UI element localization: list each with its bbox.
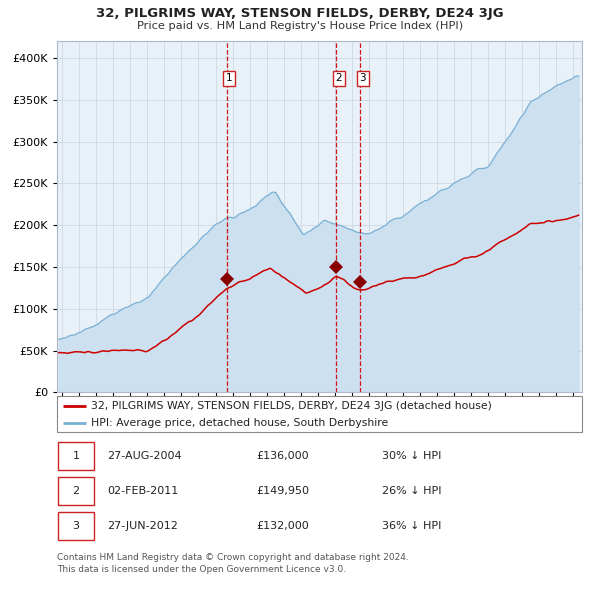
Text: Contains HM Land Registry data © Crown copyright and database right 2024.
This d: Contains HM Land Registry data © Crown c… bbox=[57, 553, 409, 574]
Text: HPI: Average price, detached house, South Derbyshire: HPI: Average price, detached house, Sout… bbox=[91, 418, 388, 428]
Text: £149,950: £149,950 bbox=[257, 486, 310, 496]
Text: 36% ↓ HPI: 36% ↓ HPI bbox=[383, 521, 442, 531]
Text: 1: 1 bbox=[73, 451, 79, 461]
Text: 26% ↓ HPI: 26% ↓ HPI bbox=[383, 486, 442, 496]
Text: 3: 3 bbox=[359, 73, 366, 83]
FancyBboxPatch shape bbox=[58, 442, 94, 470]
FancyBboxPatch shape bbox=[58, 512, 94, 540]
Text: Price paid vs. HM Land Registry's House Price Index (HPI): Price paid vs. HM Land Registry's House … bbox=[137, 21, 463, 31]
Text: 30% ↓ HPI: 30% ↓ HPI bbox=[383, 451, 442, 461]
Text: 02-FEB-2011: 02-FEB-2011 bbox=[107, 486, 178, 496]
Text: 2: 2 bbox=[73, 486, 79, 496]
Text: £132,000: £132,000 bbox=[257, 521, 309, 531]
Text: £136,000: £136,000 bbox=[257, 451, 309, 461]
Text: 32, PILGRIMS WAY, STENSON FIELDS, DERBY, DE24 3JG (detached house): 32, PILGRIMS WAY, STENSON FIELDS, DERBY,… bbox=[91, 401, 492, 411]
Text: 32, PILGRIMS WAY, STENSON FIELDS, DERBY, DE24 3JG: 32, PILGRIMS WAY, STENSON FIELDS, DERBY,… bbox=[96, 7, 504, 20]
Text: 27-AUG-2004: 27-AUG-2004 bbox=[107, 451, 182, 461]
Text: 27-JUN-2012: 27-JUN-2012 bbox=[107, 521, 178, 531]
Text: 1: 1 bbox=[226, 73, 232, 83]
Text: 3: 3 bbox=[73, 521, 79, 531]
FancyBboxPatch shape bbox=[58, 477, 94, 506]
Text: 2: 2 bbox=[335, 73, 342, 83]
